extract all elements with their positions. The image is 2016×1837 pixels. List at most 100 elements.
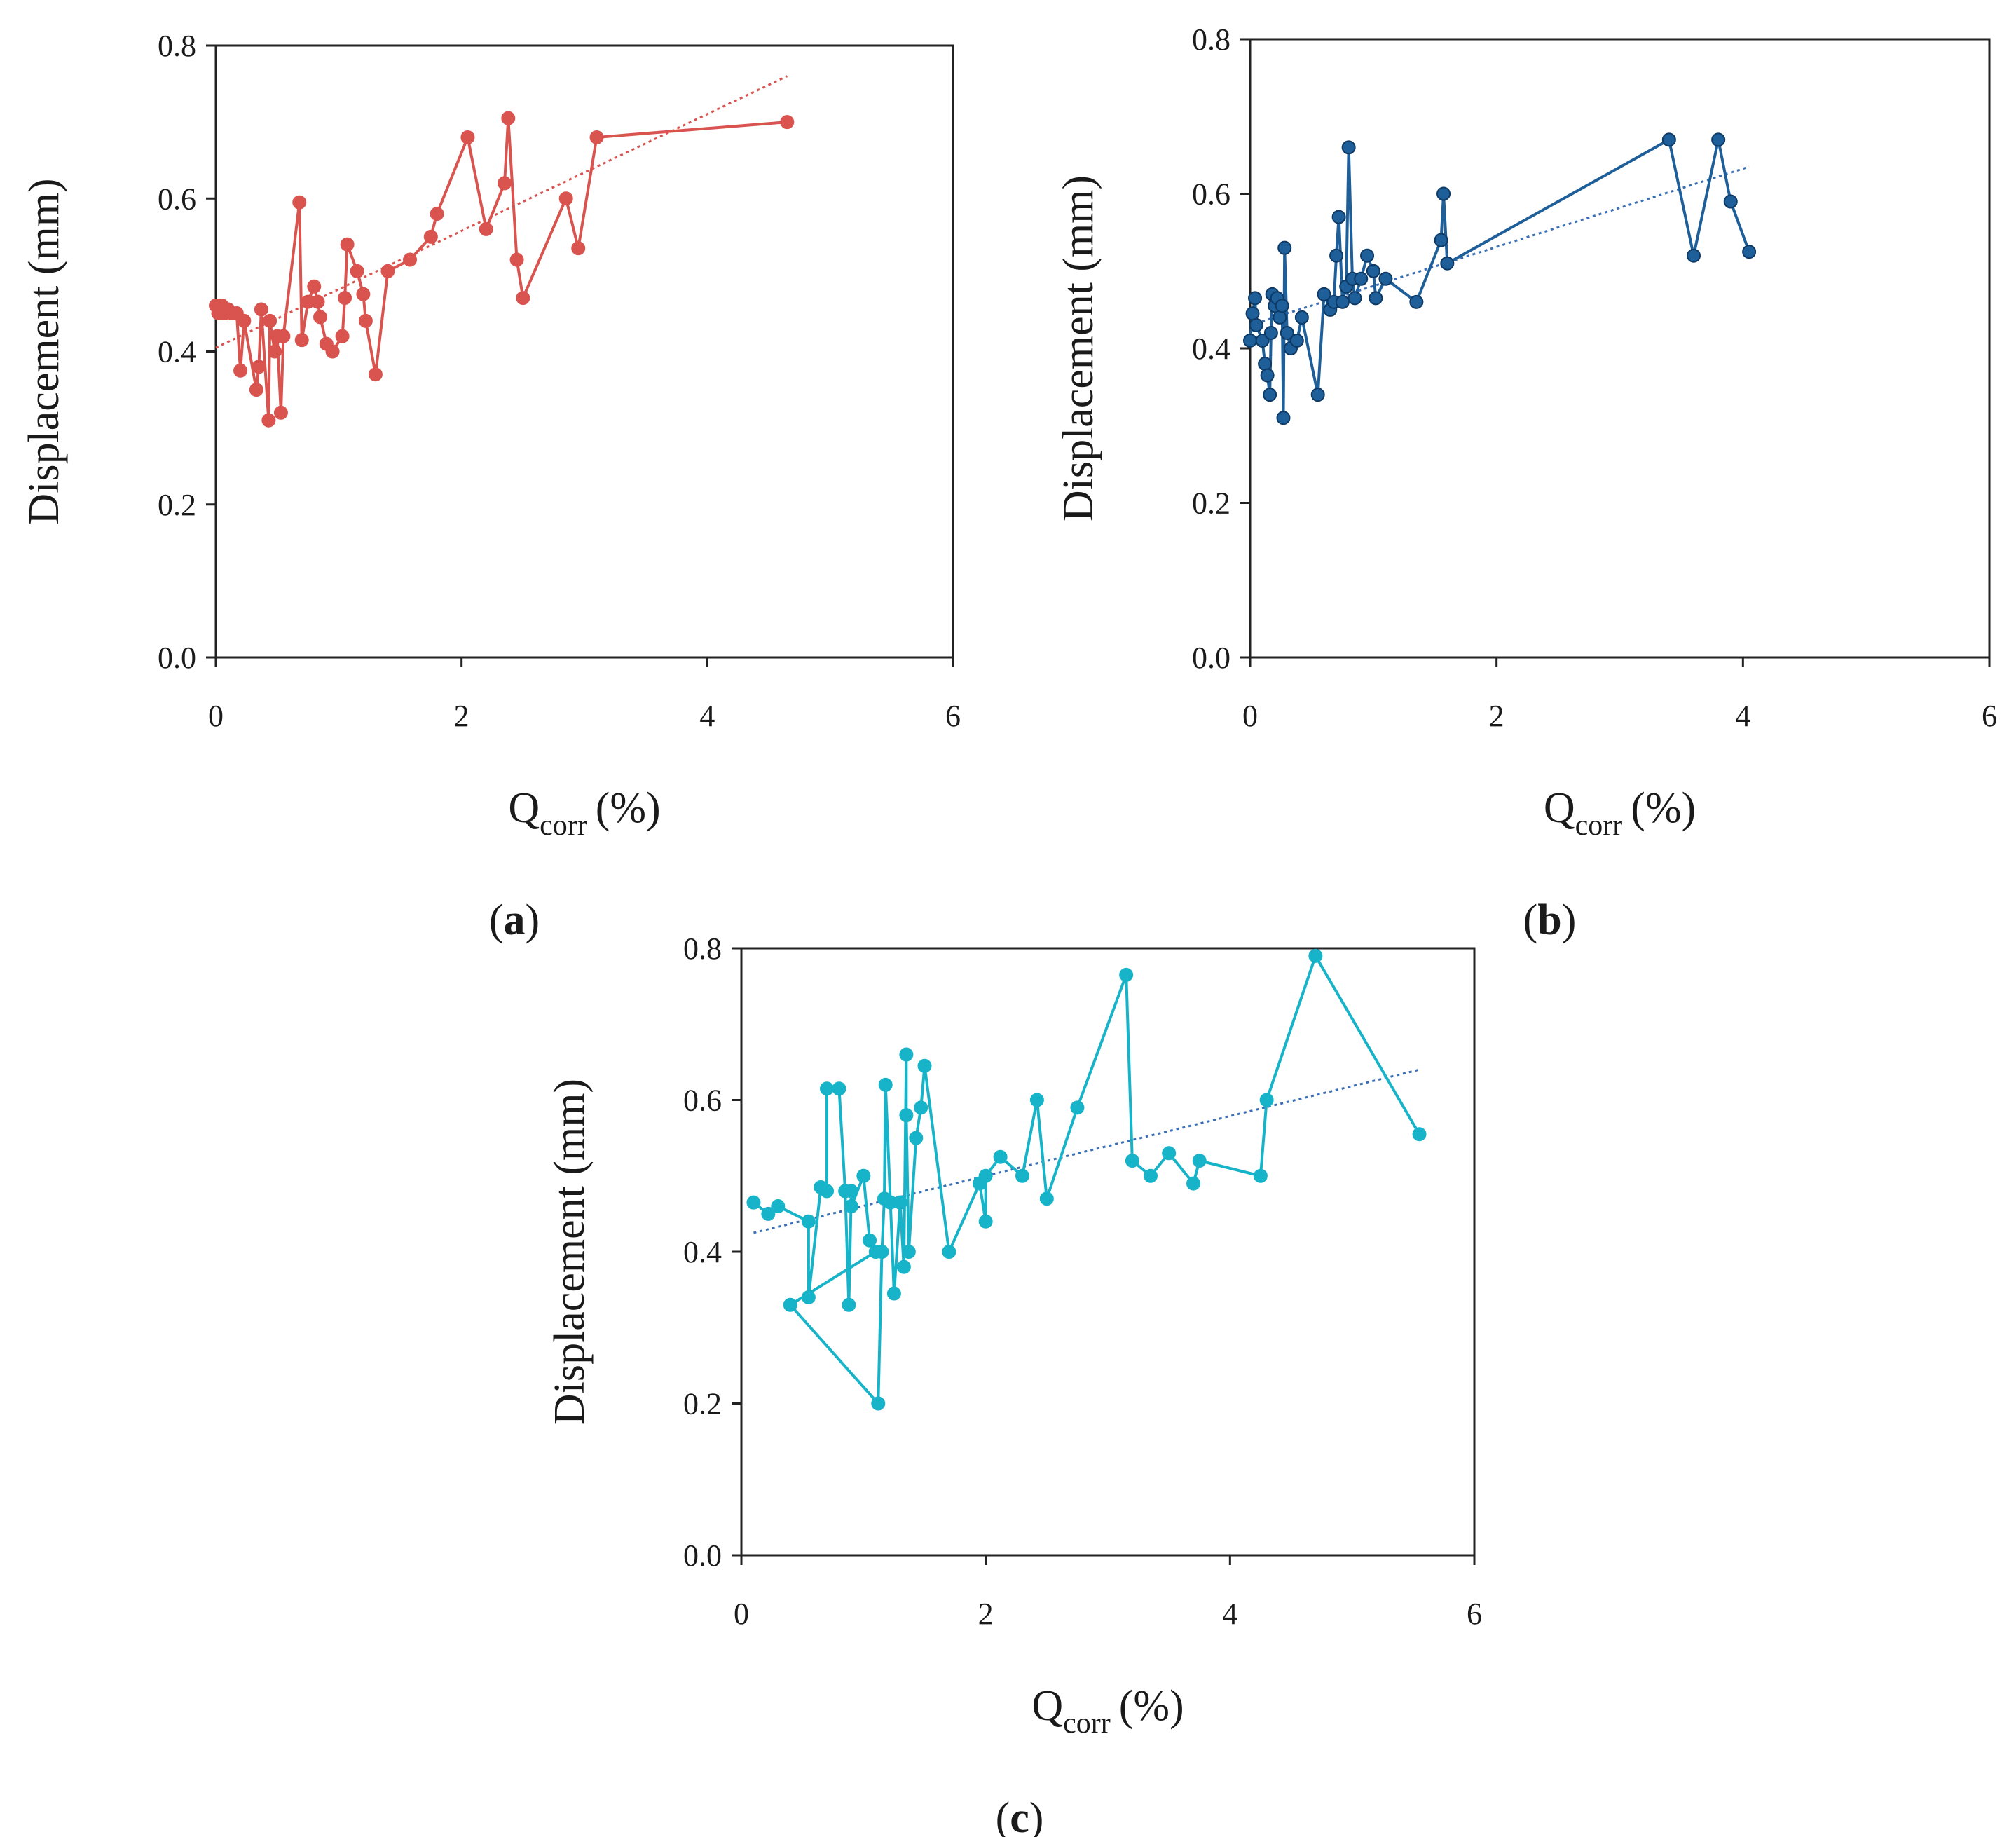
x-tick-label-b: 2 [1489,699,1504,733]
data-point-c-25 [899,1047,914,1062]
x-tick-label-c: 0 [734,1597,749,1631]
panel-label-c: (c) [996,1794,1044,1837]
x-tick-label-a: 4 [699,699,715,733]
data-point-c-3 [801,1214,816,1229]
data-point-b-37 [1434,233,1448,247]
data-point-c-1 [761,1206,776,1221]
data-point-b-41 [1687,248,1701,263]
data-point-a-36 [430,207,444,221]
data-point-c-2 [771,1199,786,1214]
y-tick-label-c: 0.2 [683,1387,722,1421]
data-point-b-36 [1409,294,1424,309]
data-point-b-39 [1440,256,1455,271]
data-point-c-39 [1070,1100,1085,1115]
data-point-c-13 [856,1168,871,1183]
data-point-b-34 [1369,291,1383,306]
data-point-c-11 [844,1184,858,1199]
x-axis-title-main-b: Q [1544,784,1575,832]
data-point-a-27 [338,291,352,306]
data-point-c-30 [917,1058,932,1073]
x-ticks-b: 0 2 4 6 [1242,657,1997,733]
data-point-b-21 [1317,287,1331,301]
data-point-a-8 [237,313,252,328]
data-point-c-17 [871,1396,886,1411]
data-point-a-39 [498,176,512,191]
series-line-a [214,116,788,422]
markers-b [1243,132,1757,425]
data-point-b-20 [1310,388,1325,402]
x-tick-label-a: 6 [945,699,961,733]
data-point-a-12 [261,413,276,428]
data-point-c-44 [1186,1176,1201,1191]
data-point-a-45 [589,130,604,144]
data-point-b-19 [1294,310,1309,325]
x-axis-title-sub-c: corr [1063,1707,1111,1740]
data-point-b-42 [1711,132,1726,147]
y-ticks-a: 0.0 0.2 0.4 0.6 0.8 [158,29,216,675]
y-axis-title-c: Displacement (mm) [546,1079,594,1425]
data-point-a-41 [509,252,524,267]
data-point-a-46 [780,115,795,130]
data-point-b-14 [1276,411,1291,425]
plot-area-b [1249,38,1991,659]
data-point-a-30 [356,287,371,301]
data-point-c-8 [832,1081,846,1096]
data-point-c-27 [901,1245,916,1259]
data-point-c-48 [1308,948,1323,963]
data-point-a-35 [423,229,438,244]
data-point-a-37 [460,130,475,144]
data-point-a-19 [294,333,309,348]
data-point-b-12 [1273,310,1287,325]
data-point-a-16 [273,405,288,420]
data-point-b-35 [1378,271,1393,286]
data-point-c-0 [746,1195,761,1210]
x-tick-label-b: 0 [1242,699,1258,733]
trendline-a [215,75,788,349]
data-point-c-36 [1015,1168,1029,1183]
x-ticks-a: 0 2 4 6 [208,657,961,733]
data-point-c-46 [1253,1168,1268,1183]
data-point-c-38 [1039,1191,1054,1206]
data-point-a-29 [350,264,364,278]
x-axis-title-c: Qcorr (%) [1031,1682,1184,1740]
data-point-c-49 [1412,1127,1427,1142]
data-point-c-40 [1119,967,1134,982]
y-tick-label-b: 0.8 [1192,22,1230,57]
data-point-c-7 [820,1081,835,1096]
data-point-a-18 [292,195,307,210]
data-point-b-33 [1366,264,1380,278]
data-point-b-1 [1245,306,1260,321]
x-axis-title-unit-b: (%) [1631,784,1696,832]
x-tick-label-c: 6 [1467,1597,1482,1631]
y-ticks-c: 0.0 0.2 0.4 0.6 0.8 [683,931,741,1573]
data-point-a-38 [479,221,493,236]
data-point-c-12 [844,1199,858,1214]
y-tick-label-b: 0.2 [1192,486,1230,521]
y-tick-label-c: 0.4 [683,1235,722,1269]
data-point-c-45 [1192,1154,1207,1168]
data-point-c-23 [893,1195,907,1210]
data-point-b-4 [1255,333,1270,348]
data-point-b-8 [1263,325,1278,340]
data-point-a-9 [249,383,263,397]
x-tick-label-b: 4 [1735,699,1750,733]
data-point-c-18 [875,1245,889,1259]
data-point-c-26 [899,1108,914,1123]
data-point-a-32 [368,367,383,382]
data-point-a-26 [335,329,350,343]
data-point-c-20 [878,1077,893,1092]
y-tick-label-a: 0.6 [158,182,196,216]
y-tick-label-a: 0.2 [158,488,196,522]
data-point-b-18 [1289,333,1304,348]
x-tick-label-a: 0 [208,699,224,733]
data-point-c-10 [842,1297,856,1312]
x-axis-title-main-c: Q [1031,1682,1063,1730]
data-point-c-4 [801,1290,816,1304]
x-axis-title-unit-a: (%) [596,784,661,832]
data-point-c-47 [1259,1093,1274,1107]
data-point-b-2 [1248,291,1263,306]
y-tick-label-b: 0.6 [1192,177,1230,212]
data-point-c-16 [783,1297,797,1312]
x-axis-title-sub-a: corr [540,810,587,842]
panel-c: 0.0 0.2 0.4 0.6 0.8 0 2 4 6 Displacement (mm) Q… [546,931,1482,1837]
